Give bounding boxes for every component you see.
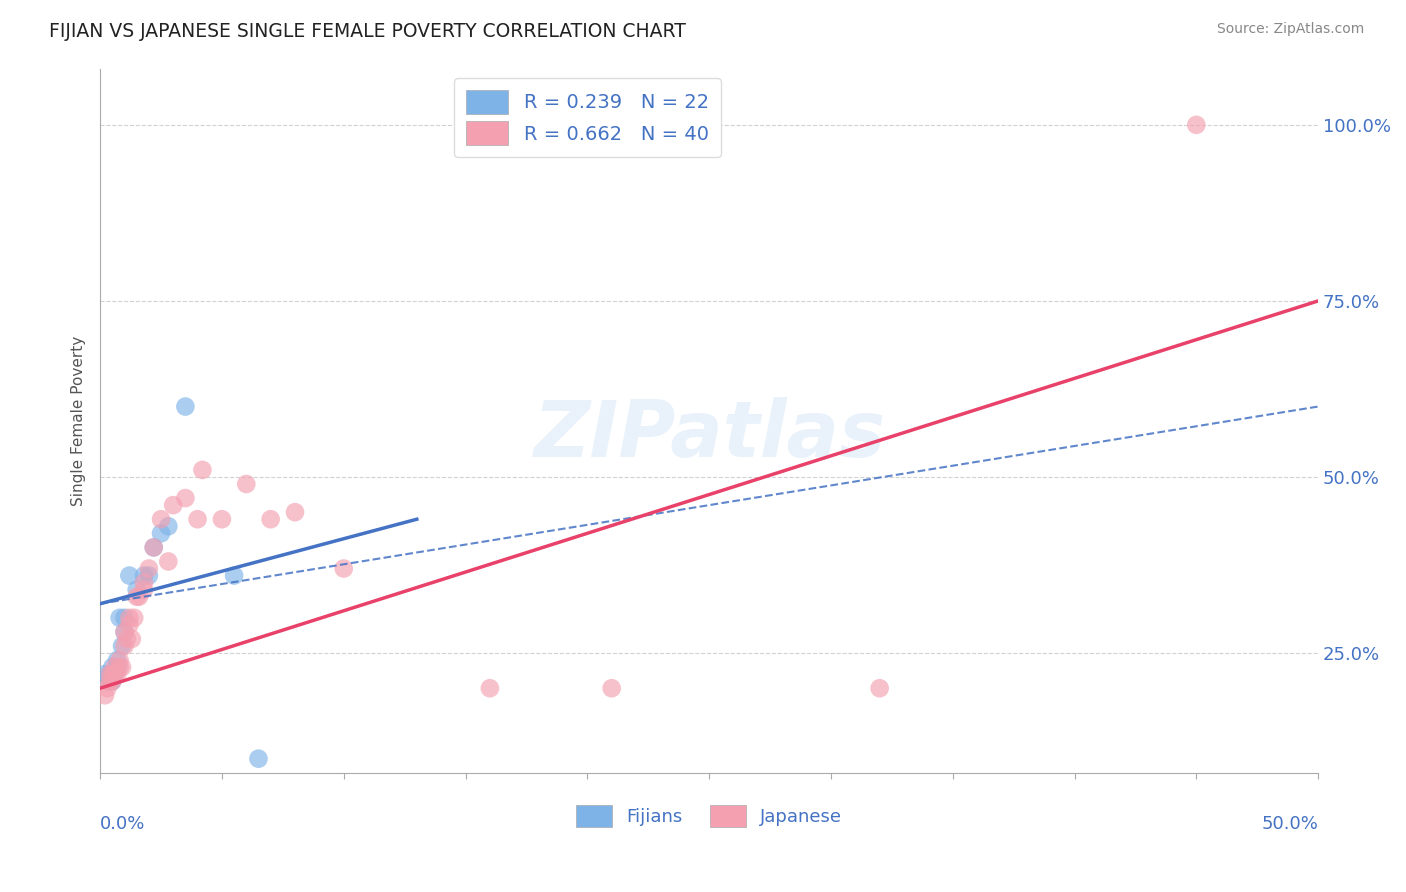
Text: 0.0%: 0.0% (100, 815, 145, 833)
Point (111, 639, 134, 653)
Point (132, 575, 155, 590)
Point (98, 674, 121, 689)
Point (101, 674, 124, 689)
Text: FIJIAN VS JAPANESE SINGLE FEMALE POVERTY CORRELATION CHART: FIJIAN VS JAPANESE SINGLE FEMALE POVERTY… (49, 22, 686, 41)
Point (108, 660, 131, 674)
Point (118, 618, 141, 632)
Point (105, 667, 128, 681)
Point (869, 681, 891, 696)
Point (115, 632, 138, 646)
Point (114, 639, 136, 653)
Point (118, 611, 141, 625)
Text: Source: ZipAtlas.com: Source: ZipAtlas.com (1216, 22, 1364, 37)
Point (150, 512, 173, 526)
Point (259, 512, 281, 526)
Point (105, 660, 128, 674)
Point (132, 568, 155, 582)
Point (150, 526, 173, 541)
Point (101, 674, 124, 689)
Point (108, 653, 131, 667)
Point (191, 463, 214, 477)
Point (138, 561, 160, 575)
Point (114, 624, 136, 639)
Point (122, 611, 145, 625)
Point (162, 498, 184, 512)
Point (108, 611, 131, 625)
Point (187, 512, 209, 526)
Point (235, 477, 257, 491)
Point (138, 568, 160, 582)
Point (114, 624, 136, 639)
Point (104, 660, 127, 674)
Point (600, 681, 623, 696)
Point (284, 505, 307, 519)
Point (132, 582, 155, 597)
Y-axis label: Single Female Poverty: Single Female Poverty (72, 335, 86, 506)
Point (174, 400, 197, 414)
Point (121, 632, 143, 646)
Point (94, 667, 117, 681)
Point (125, 590, 148, 604)
Point (247, 752, 270, 766)
Point (105, 653, 128, 667)
Point (98, 667, 121, 681)
Point (128, 590, 150, 604)
Point (142, 541, 165, 555)
Point (332, 561, 354, 575)
Text: 50.0%: 50.0% (1261, 815, 1319, 833)
Point (125, 582, 148, 597)
Point (96, 674, 118, 689)
Point (101, 667, 124, 681)
Point (142, 541, 165, 555)
Point (114, 611, 136, 625)
Point (101, 660, 124, 674)
Point (157, 519, 180, 533)
Point (1185, 118, 1208, 132)
Point (94, 688, 117, 702)
Point (478, 681, 501, 696)
Point (104, 667, 127, 681)
Point (174, 491, 197, 505)
Point (98, 667, 121, 681)
Point (118, 568, 141, 582)
Point (157, 554, 180, 568)
Point (211, 512, 233, 526)
Point (111, 660, 134, 674)
Point (224, 568, 246, 582)
Point (104, 667, 127, 681)
Point (96, 681, 118, 696)
Text: ZIPatlas: ZIPatlas (533, 397, 886, 473)
Legend: Fijians, Japanese: Fijians, Japanese (568, 797, 849, 834)
